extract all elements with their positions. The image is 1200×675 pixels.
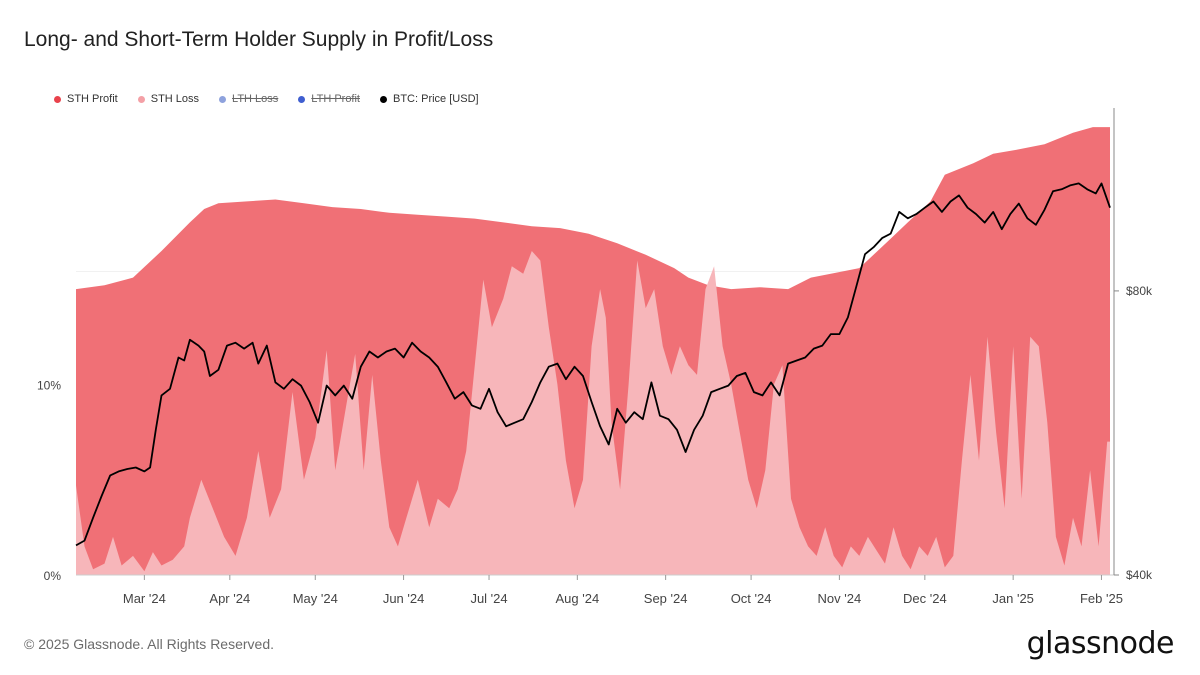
x-tick-label: Dec '24 bbox=[903, 591, 947, 606]
x-tick-label: Jan '25 bbox=[992, 591, 1034, 606]
legend-swatch-icon bbox=[137, 95, 145, 103]
legend-item-sth-profit[interactable]: STH Profit bbox=[54, 93, 118, 105]
legend-swatch-icon bbox=[298, 95, 306, 103]
x-tick-label: Nov '24 bbox=[818, 591, 862, 606]
legend-label: BTC: Price [USD] bbox=[393, 93, 479, 105]
legend-label: STH Profit bbox=[67, 93, 118, 105]
legend-label: LTH Loss bbox=[232, 93, 279, 105]
y-left-tick-label: 0% bbox=[44, 569, 62, 583]
legend-item-lth-profit[interactable]: LTH Profit bbox=[298, 93, 360, 105]
legend-label: STH Loss bbox=[150, 93, 200, 105]
legend-item-sth-loss[interactable]: STH Loss bbox=[137, 93, 200, 105]
sth-loss-area bbox=[76, 251, 1110, 575]
chart-title: Long- and Short-Term Holder Supply in Pr… bbox=[24, 28, 494, 51]
legend-item-lth-loss[interactable]: LTH Loss bbox=[219, 93, 278, 105]
x-tick-label: Aug '24 bbox=[555, 591, 599, 606]
glassnode-logo: glassnode bbox=[1026, 626, 1175, 661]
x-tick-label: Oct '24 bbox=[731, 591, 772, 606]
y-left-tick-label: 10% bbox=[37, 378, 61, 392]
chart-legend: STH Profit STH Loss LTH Loss LTH Profit BTC:… bbox=[54, 93, 499, 105]
x-tick-label: Feb '25 bbox=[1080, 591, 1123, 606]
x-tick-label: Jun '24 bbox=[383, 591, 425, 606]
x-tick-label: Sep '24 bbox=[644, 591, 688, 606]
legend-swatch-icon bbox=[380, 95, 387, 103]
y-right-tick-label: $40k bbox=[1126, 568, 1153, 582]
x-tick-label: Mar '24 bbox=[123, 591, 166, 606]
y-right-tick-label: $80k bbox=[1126, 284, 1153, 298]
legend-item-btc-price-usd[interactable]: BTC: Price [USD] bbox=[380, 93, 479, 105]
x-tick-label: May '24 bbox=[293, 591, 338, 606]
btc-price-line bbox=[75, 182, 1111, 547]
x-tick-label: Apr '24 bbox=[209, 591, 250, 606]
legend-label: LTH Profit bbox=[311, 93, 360, 105]
copyright-footer: © 2025 Glassnode. All Rights Reserved. bbox=[24, 636, 275, 652]
legend-swatch-icon bbox=[219, 95, 227, 103]
legend-swatch-icon bbox=[54, 95, 61, 103]
x-tick-label: Jul '24 bbox=[470, 591, 507, 606]
